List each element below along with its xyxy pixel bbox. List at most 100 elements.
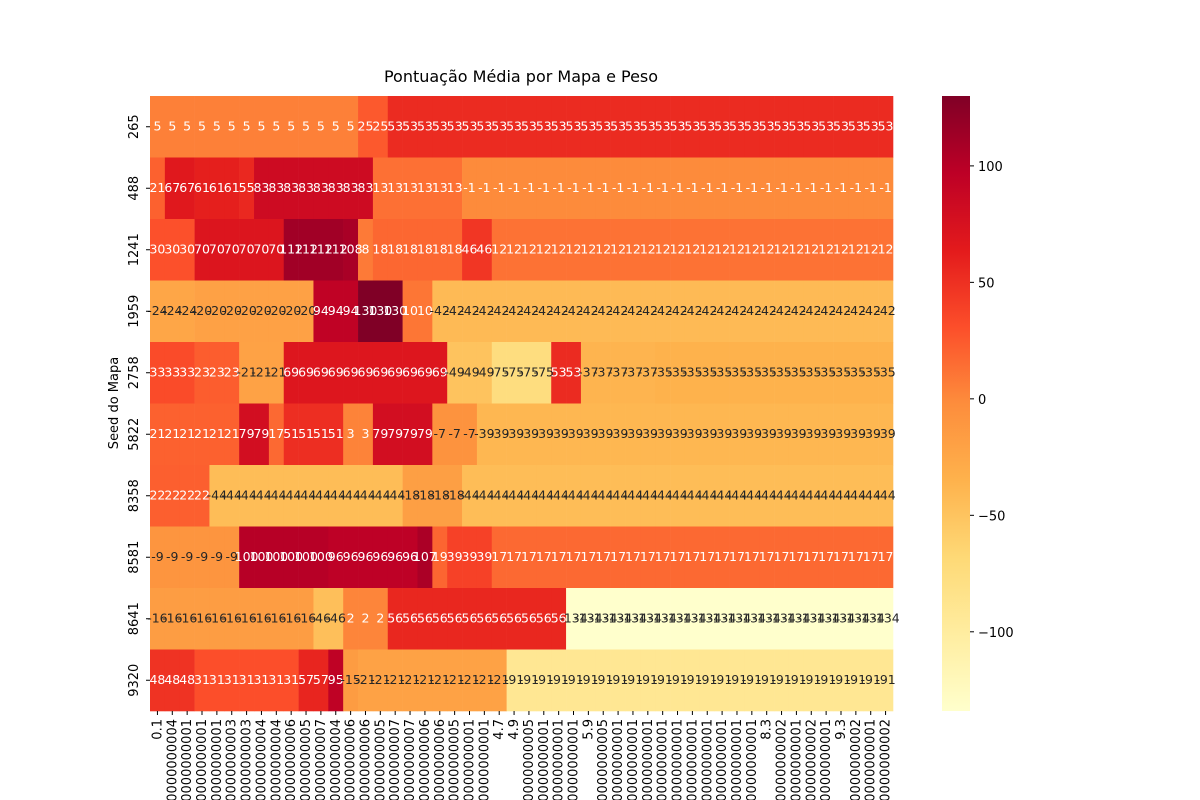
heatmap-cell	[625, 219, 641, 281]
cell-label: 53	[551, 364, 567, 379]
heatmap-cell	[684, 588, 701, 650]
cell-label: 100	[279, 549, 303, 564]
x-tick-label: 7.300000000000001	[685, 719, 700, 800]
heatmap-cell	[447, 526, 463, 589]
x-tick-label: 7.100000000000001	[671, 719, 686, 800]
heatmap-cell	[447, 280, 463, 343]
heatmap-cell	[462, 465, 478, 527]
heatmap-cell	[150, 526, 166, 589]
heatmap-cell	[848, 465, 864, 527]
cell-label: 12	[759, 241, 775, 256]
x-tick-label: 6.500000000000001	[626, 719, 641, 800]
cell-label: -91	[652, 672, 672, 687]
cell-label: 17	[580, 549, 596, 564]
heatmap-cell	[699, 649, 715, 712]
cell-label: 17	[640, 549, 656, 564]
cell-label: 5	[243, 118, 251, 133]
cell-label: -35	[742, 364, 762, 379]
cell-label: -42	[771, 303, 791, 318]
cell-label: -20	[222, 303, 242, 318]
cell-label: 94	[343, 303, 359, 318]
heatmap-cell	[818, 342, 834, 404]
heatmap-cell	[417, 403, 433, 466]
cell-label: 17	[521, 549, 537, 564]
cell-label: -42	[563, 303, 583, 318]
cell-label: 57	[298, 672, 314, 687]
heatmap-cell	[714, 588, 730, 650]
cell-label: 96	[343, 549, 359, 564]
cell-label: 112	[279, 241, 303, 256]
heatmap-cell	[372, 526, 389, 589]
heatmap-cell	[729, 465, 745, 527]
heatmap-cell	[566, 219, 582, 281]
cell-label: -20	[236, 303, 256, 318]
cell-label: 13	[402, 180, 418, 195]
cell-label: -44	[311, 487, 331, 502]
heatmap-cell	[313, 649, 329, 712]
cell-label: 12	[818, 241, 834, 256]
heatmap-cell	[684, 157, 701, 220]
heatmap-cell	[595, 280, 611, 343]
cell-label: -1	[671, 180, 683, 195]
heatmap-cell	[387, 342, 403, 404]
heatmap-cell	[224, 342, 240, 404]
heatmap-cell	[774, 403, 790, 466]
heatmap-cell	[833, 649, 849, 712]
cell-label: -42	[623, 303, 643, 318]
heatmap-cell	[744, 219, 760, 281]
heatmap-cell	[194, 465, 210, 527]
cell-label: 53	[417, 118, 433, 133]
heatmap-cell	[432, 526, 448, 589]
heatmap-cell	[491, 588, 507, 650]
heatmap-cell	[655, 157, 671, 220]
cell-label: 100	[264, 549, 288, 564]
x-tick-label: 8.500000000000002	[775, 719, 790, 800]
heatmap-cell	[343, 219, 359, 281]
x-tick-label: 5.700000000000001	[567, 719, 582, 800]
heatmap-cell	[640, 526, 656, 589]
cell-label: -75	[534, 364, 554, 379]
heatmap-cell	[833, 96, 849, 158]
cell-label: 56	[402, 610, 418, 625]
heatmap-cell	[699, 157, 715, 220]
cell-label: -42	[831, 303, 851, 318]
heatmap-cell	[521, 157, 537, 220]
heatmap-cell	[476, 157, 493, 220]
heatmap-cell	[402, 526, 418, 589]
heatmap-cell	[402, 588, 418, 650]
cell-label: 53	[863, 118, 879, 133]
heatmap-cell	[372, 342, 389, 404]
cell-label: 21	[224, 426, 240, 441]
cell-label: 53	[506, 118, 522, 133]
heatmap-cell	[343, 157, 359, 220]
cell-label: -20	[207, 303, 227, 318]
heatmap-cell	[863, 403, 879, 466]
heatmap-cell	[863, 342, 879, 404]
cell-label: -39	[638, 426, 658, 441]
heatmap-cell	[343, 588, 359, 650]
heatmap-cell	[580, 280, 597, 343]
heatmap-cell	[833, 342, 849, 404]
cell-label: 53	[521, 118, 537, 133]
cell-label: 13	[387, 180, 403, 195]
heatmap-cell	[580, 342, 597, 404]
cell-label: -91	[727, 672, 747, 687]
heatmap-cell	[714, 96, 730, 158]
heatmap-cell	[878, 526, 894, 589]
heatmap-cell	[833, 157, 849, 220]
heatmap-cell	[729, 280, 745, 343]
heatmap-cell	[729, 526, 745, 589]
cell-label: 48	[164, 672, 180, 687]
cell-label: -44	[638, 487, 658, 502]
heatmap-cell	[254, 342, 270, 404]
x-tick-label: 6.300000000000001	[611, 719, 626, 800]
cell-label: 23	[209, 364, 225, 379]
heatmap-cell	[848, 219, 864, 281]
cell-label: 12	[506, 241, 522, 256]
cell-label: 53	[699, 118, 715, 133]
cell-label: -42	[489, 303, 509, 318]
heatmap-cell	[417, 526, 433, 589]
cell-label: 46	[462, 241, 478, 256]
cell-label: 56	[417, 610, 433, 625]
heatmap-cell	[788, 157, 805, 220]
